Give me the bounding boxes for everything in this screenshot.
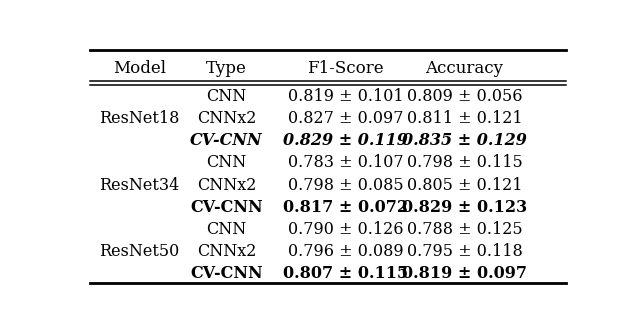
Text: ResNet34: ResNet34 (99, 177, 180, 194)
Text: 0.829 ± 0.119: 0.829 ± 0.119 (283, 132, 408, 149)
Text: 0.835 ± 0.129: 0.835 ± 0.129 (402, 132, 527, 149)
Text: 0.809 ± 0.056: 0.809 ± 0.056 (406, 88, 522, 105)
Text: CNN: CNN (206, 155, 246, 171)
Text: 0.790 ± 0.126: 0.790 ± 0.126 (287, 221, 403, 238)
Text: CV-CNN: CV-CNN (190, 265, 262, 282)
Text: ResNet18: ResNet18 (99, 110, 180, 127)
Text: 0.796 ± 0.089: 0.796 ± 0.089 (287, 243, 403, 260)
Text: ResNet50: ResNet50 (99, 243, 180, 260)
Text: 0.795 ± 0.118: 0.795 ± 0.118 (406, 243, 522, 260)
Text: CV-CNN: CV-CNN (190, 132, 262, 149)
Text: CNNx2: CNNx2 (196, 110, 256, 127)
Text: 0.811 ± 0.121: 0.811 ± 0.121 (406, 110, 522, 127)
Text: 0.798 ± 0.085: 0.798 ± 0.085 (287, 177, 403, 194)
Text: 0.819 ± 0.101: 0.819 ± 0.101 (287, 88, 403, 105)
Text: F1-Score: F1-Score (307, 60, 383, 77)
Text: 0.829 ± 0.123: 0.829 ± 0.123 (402, 199, 527, 216)
Text: CNN: CNN (206, 88, 246, 105)
Text: 0.788 ± 0.125: 0.788 ± 0.125 (406, 221, 522, 238)
Text: 0.798 ± 0.115: 0.798 ± 0.115 (406, 155, 522, 171)
Text: 0.805 ± 0.121: 0.805 ± 0.121 (406, 177, 522, 194)
Text: Type: Type (206, 60, 247, 77)
Text: 0.819 ± 0.097: 0.819 ± 0.097 (402, 265, 527, 282)
Text: CV-CNN: CV-CNN (190, 199, 262, 216)
Text: 0.817 ± 0.072: 0.817 ± 0.072 (283, 199, 408, 216)
Text: CNNx2: CNNx2 (196, 177, 256, 194)
Text: Model: Model (113, 60, 166, 77)
Text: 0.807 ± 0.115: 0.807 ± 0.115 (283, 265, 408, 282)
Text: Accuracy: Accuracy (426, 60, 504, 77)
Text: CNNx2: CNNx2 (196, 243, 256, 260)
Text: 0.827 ± 0.097: 0.827 ± 0.097 (287, 110, 403, 127)
Text: 0.783 ± 0.107: 0.783 ± 0.107 (287, 155, 403, 171)
Text: CNN: CNN (206, 221, 246, 238)
